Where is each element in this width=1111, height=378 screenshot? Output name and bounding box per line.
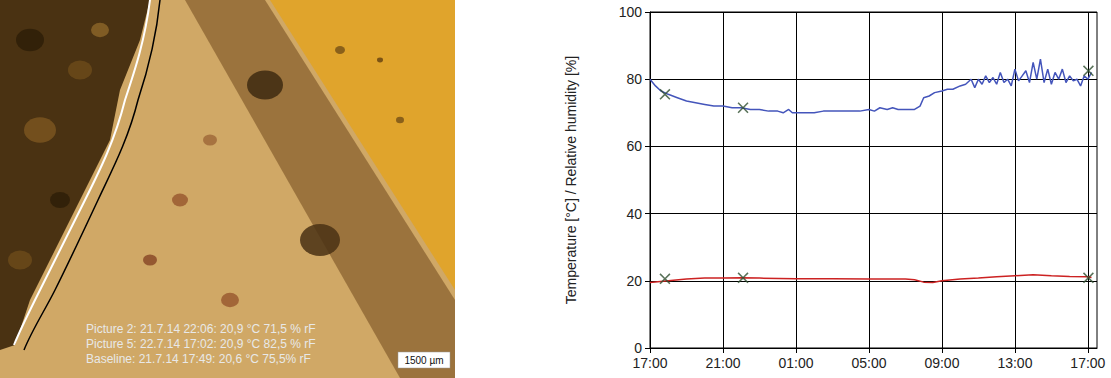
svg-text:20: 20 — [626, 273, 642, 289]
svg-text:17:00: 17:00 — [1070, 355, 1105, 371]
svg-text:Picture 2: 21.7.14 22:06: 20,9: Picture 2: 21.7.14 22:06: 20,9 °C 71,5 %… — [86, 322, 316, 336]
svg-text:13:00: 13:00 — [997, 355, 1032, 371]
svg-text:Temperature [°C] / Relative hu: Temperature [°C] / Relative humidity [%] — [563, 56, 579, 304]
svg-text:09:00: 09:00 — [924, 355, 959, 371]
svg-text:01:00: 01:00 — [778, 355, 813, 371]
svg-text:1500 µm: 1500 µm — [404, 355, 443, 366]
svg-text:0: 0 — [634, 340, 642, 356]
svg-text:40: 40 — [626, 206, 642, 222]
svg-text:05:00: 05:00 — [851, 355, 886, 371]
svg-text:Baseline: 21.7.14 17:49: 20,6: Baseline: 21.7.14 17:49: 20,6 °C 75,5% r… — [86, 352, 311, 366]
svg-text:60: 60 — [626, 138, 642, 154]
svg-text:17:00: 17:00 — [632, 355, 667, 371]
svg-text:80: 80 — [626, 71, 642, 87]
svg-text:100: 100 — [619, 4, 643, 20]
svg-text:Picture 5: 22.7.14 17:02: 20,9: Picture 5: 22.7.14 17:02: 20,9 °C 82,5 %… — [86, 337, 316, 351]
svg-text:21:00: 21:00 — [705, 355, 740, 371]
